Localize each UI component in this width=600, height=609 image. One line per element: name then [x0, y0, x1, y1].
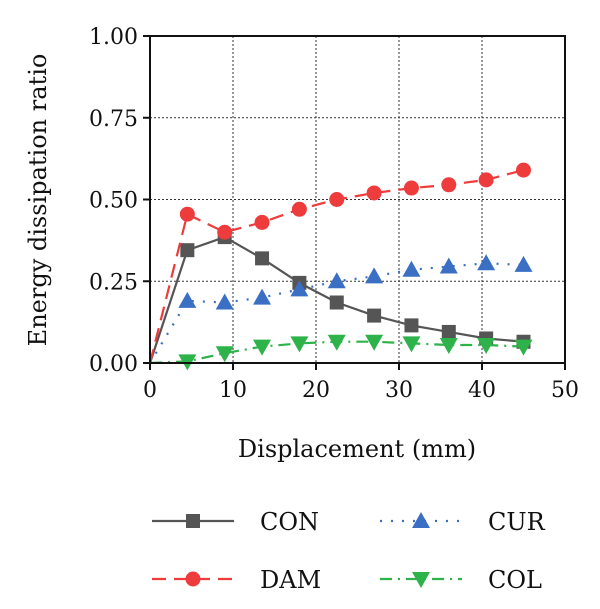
data-point-cur: [365, 267, 384, 284]
x-axis-title: Displacement (mm): [238, 435, 476, 463]
data-point-dam: [403, 180, 419, 196]
grid: [150, 36, 565, 363]
data-point-cur: [327, 272, 346, 289]
data-point-con: [329, 295, 344, 310]
data-point-col: [327, 334, 346, 351]
x-tick-label: 40: [468, 378, 496, 403]
legend-item-cur: CUR: [380, 508, 546, 536]
data-point-con: [404, 318, 419, 333]
legend-item-col: COL: [380, 566, 542, 594]
legend-marker-con: [186, 514, 200, 528]
data-point-cur: [402, 260, 421, 277]
data-point-col: [477, 338, 496, 355]
x-tick-label: 10: [219, 378, 247, 403]
data-point-dam: [441, 177, 457, 193]
y-tick-label: 0.00: [89, 352, 138, 377]
data-point-con: [367, 308, 382, 323]
data-point-dam: [329, 192, 345, 207]
legend-marker-col: [412, 572, 430, 588]
x-tick-label: 20: [302, 378, 330, 403]
data-point-cur: [477, 254, 496, 271]
x-tick-label: 0: [143, 378, 157, 403]
y-tick-label: 0.25: [89, 270, 138, 295]
y-tick-label: 0.50: [89, 189, 138, 214]
data-point-cur: [290, 280, 309, 297]
data-point-cur: [253, 288, 272, 305]
series-layer: [148, 162, 533, 371]
data-point-col: [215, 346, 234, 363]
data-point-cur: [178, 291, 197, 308]
data-point-dam: [217, 224, 233, 240]
series-col: [149, 334, 533, 371]
data-point-con: [180, 243, 195, 258]
data-point-dam: [478, 172, 494, 188]
y-tick-label: 1.00: [89, 25, 138, 50]
data-point-dam: [516, 162, 531, 178]
legend-label-cur: CUR: [488, 508, 546, 536]
data-point-col: [514, 339, 533, 356]
series-con: [148, 230, 531, 364]
series-dam: [148, 162, 531, 364]
series-cur: [149, 254, 533, 364]
data-point-col: [402, 336, 421, 353]
data-point-cur: [215, 293, 234, 310]
legend-marker-cur: [412, 512, 430, 528]
data-point-dam: [254, 214, 270, 230]
data-point-dam: [291, 201, 307, 217]
legend-item-dam: DAM: [152, 566, 321, 594]
y-tick-label: 0.75: [89, 107, 138, 132]
legend-label-con: CON: [260, 508, 319, 536]
x-tick-label: 30: [385, 378, 413, 403]
data-point-col: [290, 336, 309, 353]
legend-item-con: CON: [152, 508, 319, 536]
axis-ticks: 0 10 20 30 40 50 0.00 0.25 0.50 0.75 1.00: [89, 25, 579, 403]
legend-label-col: COL: [488, 566, 542, 594]
data-point-dam: [179, 206, 195, 222]
data-point-col: [253, 339, 272, 356]
data-point-cur: [439, 257, 458, 274]
data-point-col: [439, 338, 458, 355]
data-point-con: [255, 251, 270, 266]
data-point-cur: [514, 255, 533, 272]
data-point-col: [365, 334, 384, 351]
legend-label-dam: DAM: [260, 566, 321, 594]
data-point-dam: [366, 185, 382, 201]
legend-marker-dam: [185, 571, 201, 587]
x-tick-label: 50: [551, 378, 579, 403]
data-point-con: [441, 324, 456, 339]
legend: CON DAM CUR COL: [152, 508, 546, 594]
y-axis-title: Energy dissipation ratio: [24, 54, 52, 347]
